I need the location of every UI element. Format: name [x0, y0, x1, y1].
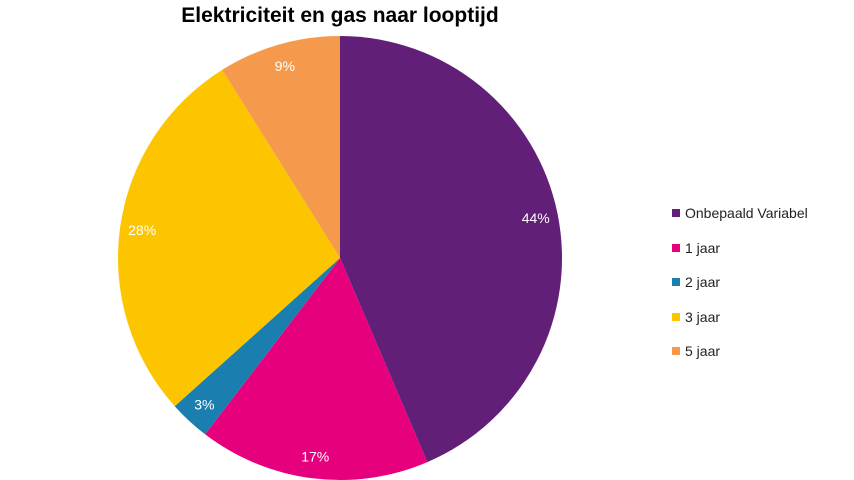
legend-swatch	[672, 278, 680, 287]
legend-swatch	[672, 209, 680, 218]
pie-slice-3-jaar	[117, 69, 340, 407]
pie-slice-onbepaald-variabel	[340, 36, 563, 463]
legend-swatch	[672, 243, 680, 252]
pie-slice-5-jaar	[222, 36, 340, 258]
legend-label: 5 jaar	[685, 343, 721, 360]
slice-label-3-jaar: 28%	[128, 222, 156, 238]
slice-label-5-jaar: 9%	[275, 58, 295, 74]
legend-label: 2 jaar	[685, 274, 721, 291]
legend-item-1-jaar: 1 jaar	[672, 231, 808, 266]
slice-label-2-jaar: 3%	[194, 397, 214, 413]
legend-item-3-jaar: 3 jaar	[672, 300, 808, 335]
legend-label: 3 jaar	[685, 308, 721, 325]
legend-item-onbepaald-variabel: Onbepaald Variabel	[672, 196, 808, 231]
slice-label-1-jaar: 17%	[301, 448, 329, 464]
legend-item-5-jaar: 5 jaar	[672, 334, 808, 369]
chart-title: Elektriciteit en gas naar looptijd	[181, 4, 499, 27]
pie-slice-1-jaar	[205, 258, 428, 480]
slice-label-onbepaald-variabel: 44%	[522, 210, 550, 226]
legend-swatch	[672, 347, 680, 356]
legend-label: 1 jaar	[685, 239, 721, 256]
legend: Onbepaald Variabel 1 jaar 2 jaar 3 jaar 5 ja…	[672, 196, 808, 369]
legend-label: Onbepaald Variabel	[685, 205, 808, 222]
pie-slice-2-jaar	[174, 258, 340, 435]
legend-swatch	[672, 312, 680, 321]
legend-item-2-jaar: 2 jaar	[672, 265, 808, 300]
